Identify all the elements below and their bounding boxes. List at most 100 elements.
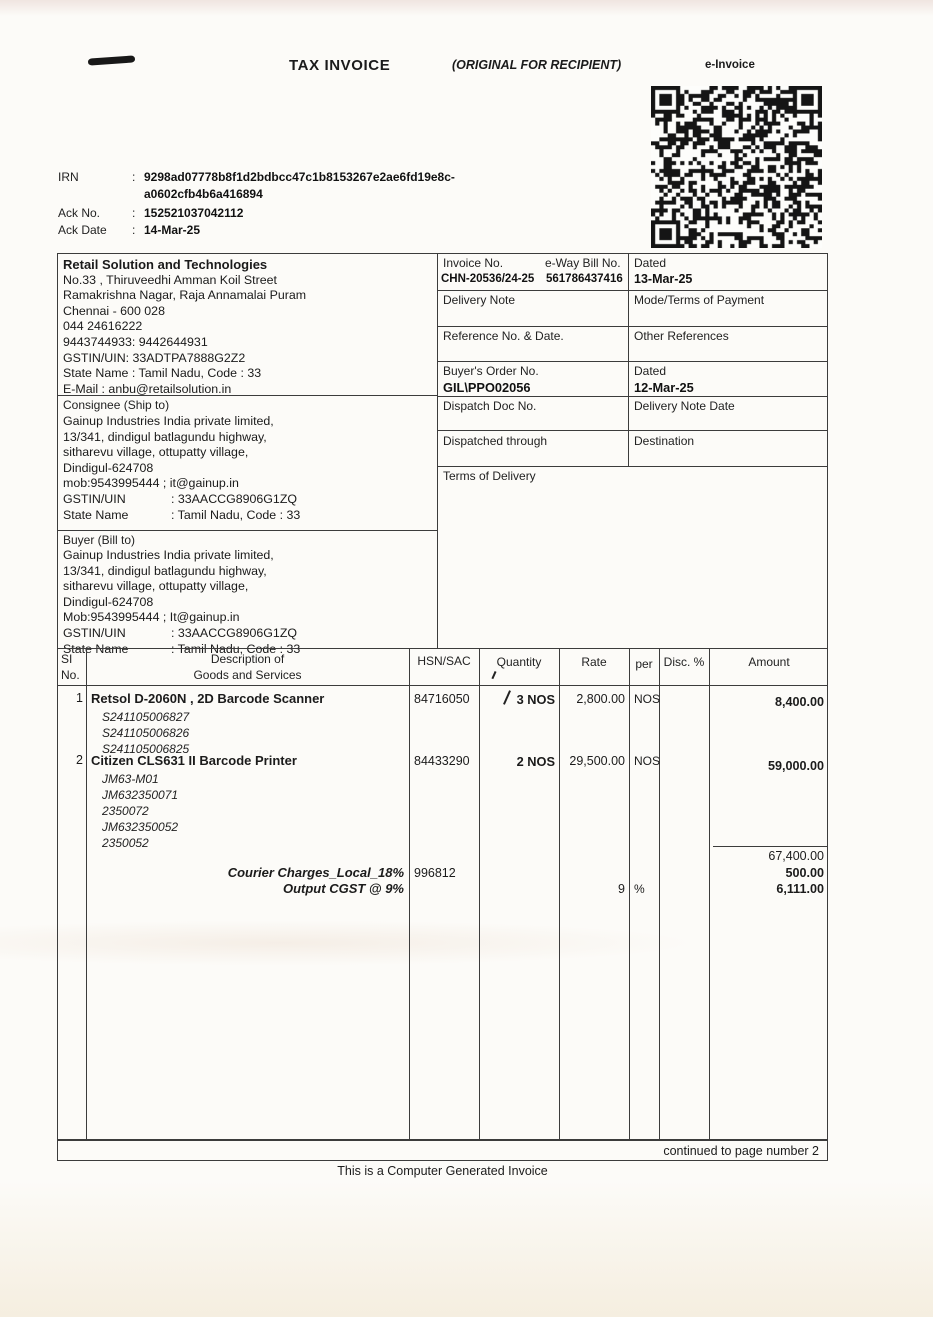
seller-block: Retail Solution and Technologies No.33 ,… bbox=[63, 257, 433, 397]
col-header-sl: No. bbox=[61, 668, 80, 682]
item-amount: 8,400.00 bbox=[774, 695, 824, 709]
item-serial: JM632350052 bbox=[102, 820, 179, 834]
buyer-gstin-value: : 33AACCG8906G1ZQ bbox=[171, 625, 298, 640]
item-description: Retsol D-2060N , 2D Barcode Scanner bbox=[91, 691, 325, 706]
subtotal-rule bbox=[713, 846, 827, 847]
qr-code bbox=[651, 86, 822, 248]
order-dated-value: 12-Mar-25 bbox=[634, 380, 694, 395]
reference-label: Reference No. & Date. bbox=[443, 329, 564, 343]
dispatched-through-label: Dispatched through bbox=[443, 434, 548, 448]
irn-value-line1: 9298ad07778b8f1d2bdbcc47c1b8153267e2ae6f… bbox=[144, 170, 455, 184]
cgst-label: Output CGST @ 9% bbox=[282, 881, 404, 896]
invoice-no-label: Invoice No. bbox=[443, 256, 504, 270]
col-header-description: Description of bbox=[210, 652, 285, 666]
item-quantity: 3 NOS bbox=[516, 692, 555, 707]
courier-hsn: 996812 bbox=[414, 866, 456, 880]
item-hsn: 84433290 bbox=[414, 754, 470, 768]
dispatch-doc-label: Dispatch Doc No. bbox=[443, 399, 537, 413]
courier-amount: 500.00 bbox=[785, 866, 824, 880]
divider bbox=[57, 530, 438, 531]
consignee-state-label: State Name bbox=[63, 507, 129, 522]
item-serial: 2350052 bbox=[102, 836, 149, 850]
cgst-amount: 6,111.00 bbox=[776, 882, 824, 896]
invoice-details-box bbox=[437, 253, 828, 649]
item-description: Citizen CLS631 II Barcode Printer bbox=[91, 753, 297, 768]
consignee-contact: mob:9543995444 ; it@gainup.in bbox=[63, 476, 239, 491]
seller-address-line: Chennai - 600 028 bbox=[63, 303, 165, 318]
col-header-description: Goods and Services bbox=[193, 668, 302, 682]
seller-gstin: GSTIN/UIN: 33ADTPA7888G2Z2 bbox=[63, 350, 246, 365]
ack-date-value: 14-Mar-25 bbox=[144, 223, 201, 237]
irn-value-line2: a0602cfb4b6a416894 bbox=[144, 187, 263, 201]
ack-no-separator: : bbox=[132, 206, 136, 220]
item-rate: 2,800.00 bbox=[576, 692, 625, 706]
copy-type-label: (ORIGINAL FOR RECIPIENT) bbox=[452, 58, 622, 72]
consignee-gstin-value: : 33AACCG8906G1ZQ bbox=[171, 491, 298, 506]
item-quantity: 2 NOS bbox=[516, 754, 555, 769]
continued-note: continued to page number 2 bbox=[663, 1144, 819, 1158]
cgst-per: % bbox=[634, 882, 645, 896]
ack-no-label: Ack No. bbox=[58, 206, 101, 220]
item-serial: JM63-M01 bbox=[102, 772, 159, 786]
mode-terms-label: Mode/Terms of Payment bbox=[634, 293, 765, 307]
delivery-note-label: Delivery Note bbox=[443, 293, 516, 307]
column-divider bbox=[479, 649, 480, 1139]
buyer-contact: Mob:9543995444 ; It@gainup.in bbox=[63, 610, 240, 625]
consignee-address-line: sitharevu village, ottupatty village, bbox=[63, 445, 249, 460]
ack-date-separator: : bbox=[132, 223, 136, 237]
consignee-gstin-label: GSTIN/UIN bbox=[63, 491, 126, 506]
item-per: NOS bbox=[634, 692, 661, 706]
other-refs-label: Other References bbox=[634, 329, 729, 343]
einvoice-label: e-Invoice bbox=[705, 59, 755, 71]
divider bbox=[57, 395, 438, 396]
buyer-address-line: sitharevu village, ottupatty village, bbox=[63, 579, 249, 594]
item-sl: 2 bbox=[76, 753, 83, 767]
item-serial: 2350072 bbox=[102, 804, 149, 818]
eway-bill-label: e-Way Bill No. bbox=[545, 256, 621, 270]
column-divider bbox=[659, 649, 660, 1139]
item-serial: S241105006826 bbox=[102, 726, 190, 740]
item-serial: S241105006825 bbox=[102, 742, 190, 756]
col-header-disc: Disc. % bbox=[663, 655, 705, 669]
destination-label: Destination bbox=[634, 434, 695, 448]
buyer-block: Buyer (Bill to) Gainup Industries India … bbox=[63, 533, 433, 657]
buyer-gstin-label: GSTIN/UIN bbox=[63, 625, 126, 640]
dated-value: 13-Mar-25 bbox=[634, 272, 693, 286]
column-divider bbox=[709, 649, 710, 1139]
consignee-state-value: : Tamil Nadu, Code : 33 bbox=[171, 507, 301, 522]
seller-state: State Name : Tamil Nadu, Code : 33 bbox=[63, 366, 262, 381]
seller-name: Retail Solution and Technologies bbox=[63, 257, 268, 272]
col-header-amount: Amount bbox=[748, 655, 790, 669]
item-per: NOS bbox=[634, 754, 661, 768]
col-header-rate: Rate bbox=[581, 655, 607, 669]
col-header-sl: SI bbox=[61, 652, 73, 666]
consignee-address-line: Dindigul-624708 bbox=[63, 460, 154, 475]
buyer-section-label: Buyer (Bill to) bbox=[63, 533, 136, 547]
courier-charges-label: Courier Charges_Local_18% bbox=[227, 865, 404, 880]
items-table: SI No. Description of Goods and Services… bbox=[57, 648, 828, 1140]
details-column-divider bbox=[628, 253, 629, 466]
eway-bill-value: 561786437416 bbox=[546, 273, 623, 285]
column-divider bbox=[629, 649, 630, 1139]
seller-phone: 044 24616222 bbox=[63, 319, 143, 334]
scan-artifact-top bbox=[0, 0, 933, 16]
terms-of-delivery-label: Terms of Delivery bbox=[443, 469, 536, 483]
document-title: TAX INVOICE bbox=[289, 57, 391, 74]
item-serial: S241105006827 bbox=[102, 710, 190, 724]
consignee-name: Gainup Industries India private limited, bbox=[63, 414, 274, 428]
consignee-address-line: 13/341, dindigul batlagundu highway, bbox=[63, 429, 267, 444]
divider bbox=[437, 466, 828, 467]
buyer-address-line: Dindigul-624708 bbox=[63, 594, 154, 609]
buyers-order-label: Buyer's Order No. bbox=[443, 364, 539, 378]
divider bbox=[437, 326, 828, 327]
seller-address-line: No.33 , Thiruveedhi Amman Koil Street bbox=[63, 272, 277, 287]
buyer-name: Gainup Industries India private limited, bbox=[63, 548, 274, 562]
consignee-block: Consignee (Ship to) Gainup Industries In… bbox=[63, 398, 433, 523]
consignee-section-label: Consignee (Ship to) bbox=[63, 398, 170, 412]
subtotal-amount: 67,400.00 bbox=[768, 849, 824, 863]
dated-label: Dated bbox=[634, 256, 667, 270]
ack-no-value: 152521037042112 bbox=[144, 206, 244, 220]
ack-date-label: Ack Date bbox=[58, 223, 107, 237]
scan-artifact-bottom bbox=[0, 1180, 933, 1317]
